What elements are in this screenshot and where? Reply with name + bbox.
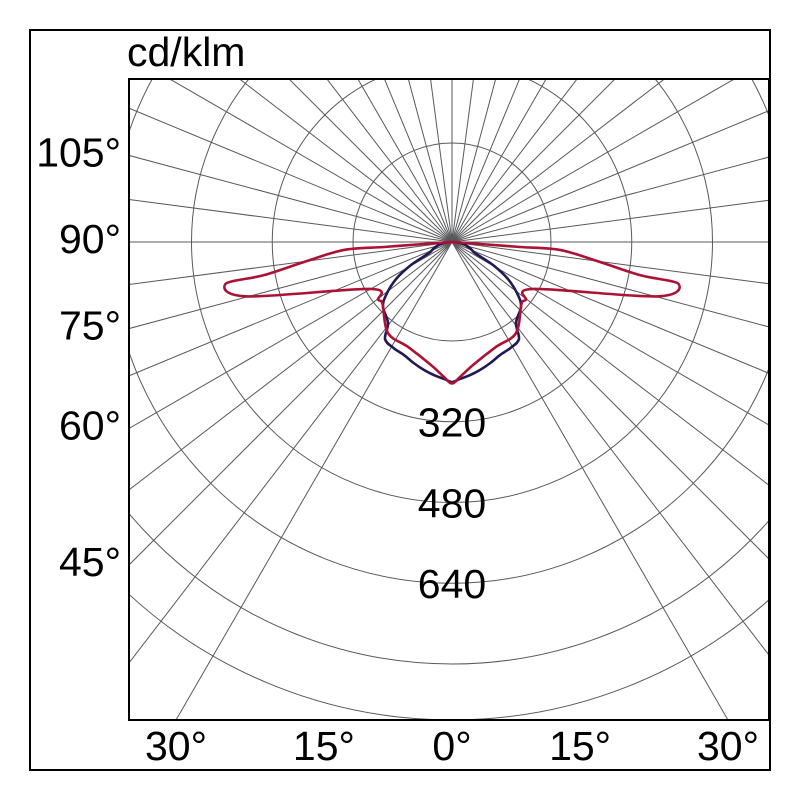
svg-text:cd/klm: cd/klm	[127, 29, 245, 75]
svg-text:105°: 105°	[36, 129, 121, 175]
svg-text:15°: 15°	[549, 723, 611, 769]
svg-text:30°: 30°	[145, 723, 207, 769]
svg-text:45°: 45°	[59, 539, 121, 585]
svg-text:15°: 15°	[293, 723, 355, 769]
svg-text:0°: 0°	[432, 723, 471, 769]
svg-text:75°: 75°	[59, 302, 121, 348]
svg-text:480: 480	[418, 480, 486, 526]
svg-text:30°: 30°	[697, 723, 759, 769]
svg-text:60°: 60°	[59, 402, 121, 448]
svg-text:90°: 90°	[59, 216, 121, 262]
svg-text:320: 320	[418, 400, 486, 446]
svg-text:640: 640	[418, 561, 486, 607]
